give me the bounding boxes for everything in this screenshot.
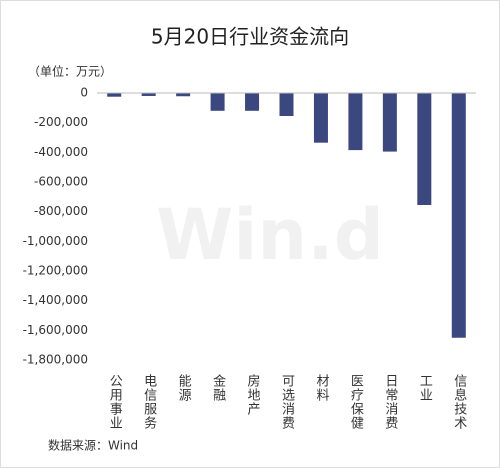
bar [382, 93, 397, 152]
source-note: 数据来源：Wind [48, 438, 138, 453]
unit-label: （单位：万元） [28, 64, 112, 79]
y-tick-label: 0 [80, 86, 88, 100]
y-tick-label: -1,000,000 [23, 234, 88, 248]
y-tick-label: -600,000 [34, 175, 88, 189]
x-tick-label: 可选消费 [279, 374, 295, 430]
chart-title: 5月20日行业资金流向 [151, 25, 349, 49]
y-tick-label: -1,200,000 [23, 264, 88, 278]
x-tick-label: 电信服务 [141, 374, 157, 430]
y-tick-label: -200,000 [34, 115, 88, 129]
bar [141, 93, 156, 96]
x-tick-label: 房地产 [245, 373, 261, 416]
bar [107, 93, 122, 97]
x-tick-label: 公用事业 [107, 374, 123, 430]
y-tick-label: -800,000 [34, 204, 88, 218]
bar [451, 93, 466, 338]
x-tick-label: 医疗保健 [348, 374, 364, 430]
y-tick-label: -1,600,000 [23, 323, 88, 337]
x-tick-label: 能源 [176, 374, 192, 402]
bar [348, 93, 363, 151]
y-tick-label: -1,800,000 [23, 353, 88, 367]
x-tick-label: 日常消费 [382, 374, 398, 430]
bar [313, 93, 328, 143]
bar [176, 93, 191, 97]
y-tick-label: -1,400,000 [23, 293, 88, 307]
x-tick-label: 工业 [417, 374, 433, 402]
watermark: Win.d [156, 194, 384, 276]
x-tick-label: 信息技术 [451, 374, 467, 430]
bar [417, 93, 432, 205]
bar [245, 93, 260, 111]
x-tick-label: 材料 [313, 374, 329, 402]
y-tick-label: -400,000 [34, 145, 88, 159]
bar [279, 93, 294, 116]
x-tick-label: 金融 [210, 373, 226, 402]
bar [210, 93, 225, 111]
